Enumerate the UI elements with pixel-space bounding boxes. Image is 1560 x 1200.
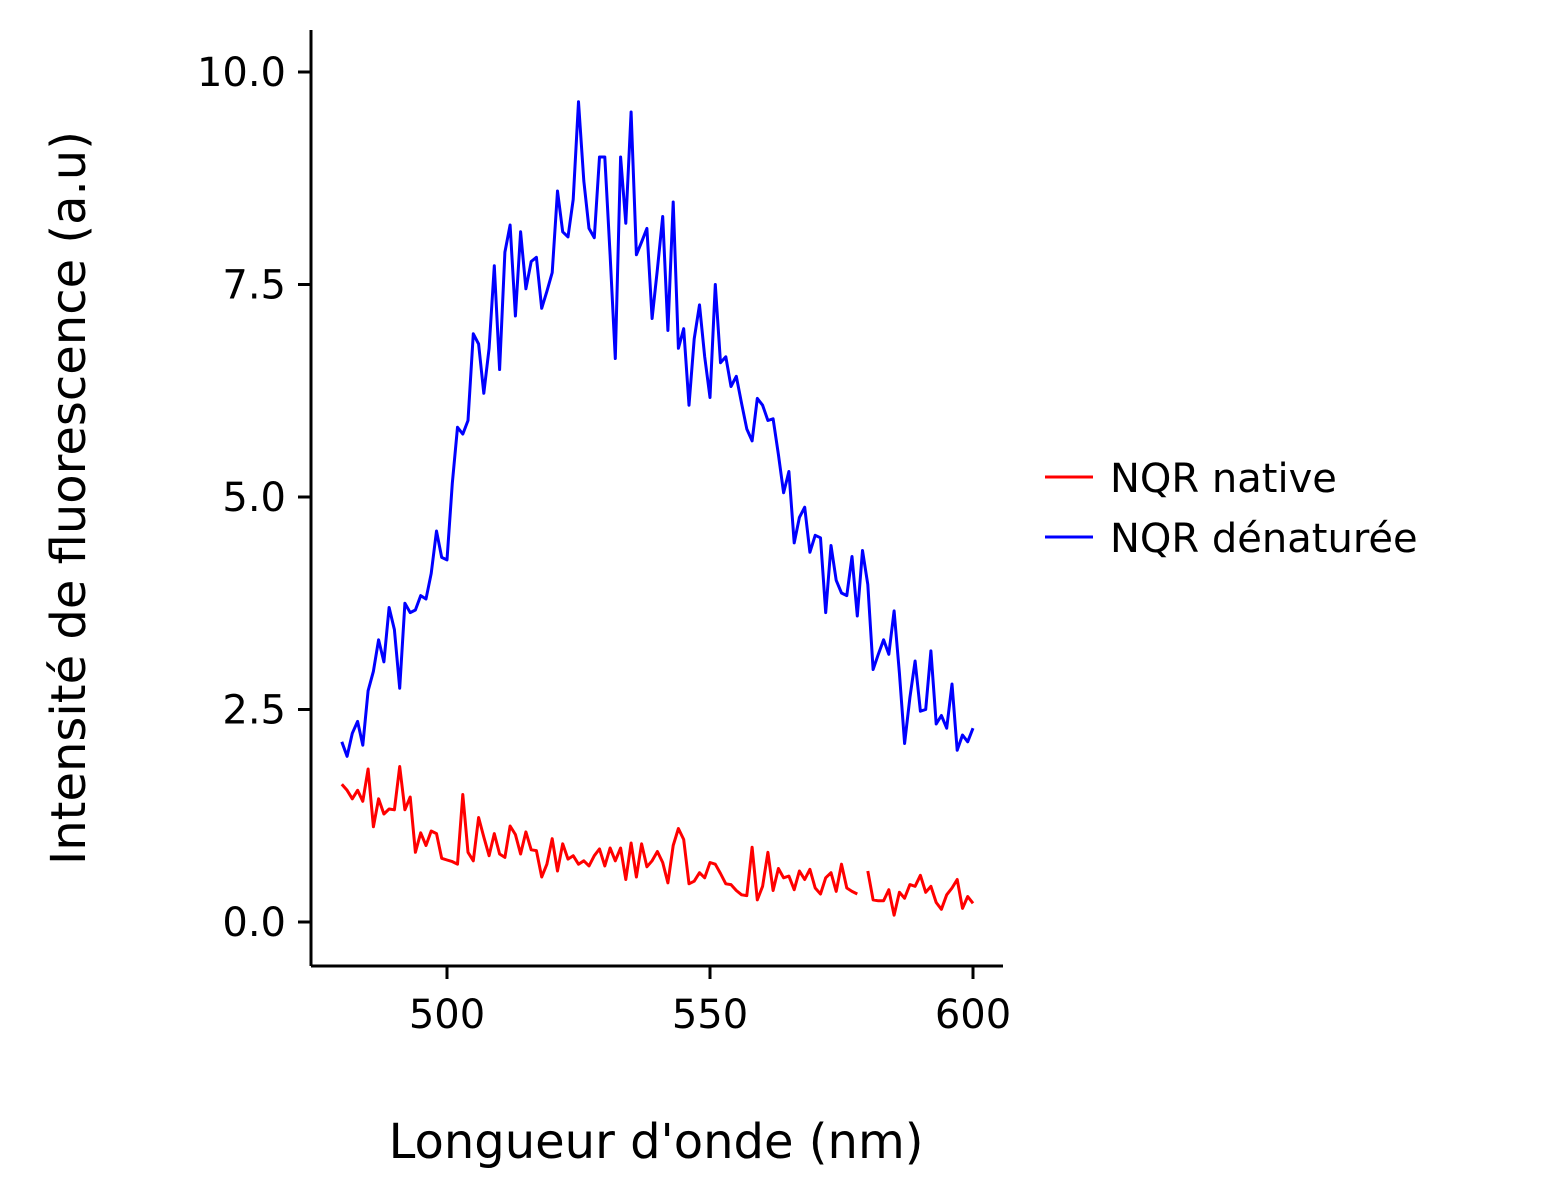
series-line-nqr-native <box>340 765 975 917</box>
y-tick-label: 7.5 <box>222 263 286 309</box>
y-tick-label: 5.0 <box>222 475 286 521</box>
x-tick-label: 550 <box>672 992 748 1038</box>
x-tick-label: 500 <box>409 992 485 1038</box>
y-tick-label: 0.0 <box>222 900 286 946</box>
y-axis-title: Intensité de fluorescence (a.u) <box>41 131 97 865</box>
x-axis-title: Longueur d'onde (nm) <box>389 1114 924 1170</box>
legend-label: NQR native <box>1110 456 1337 502</box>
y-tick-label: 10.0 <box>197 50 286 96</box>
series-line-nqr-denaturee <box>340 100 975 758</box>
legend-label: NQR dénaturée <box>1110 516 1418 562</box>
legend: NQR native NQR dénaturée <box>1045 456 1418 562</box>
x-ticks: 500 550 600 <box>409 966 1011 1038</box>
plot-lines <box>340 100 975 917</box>
y-tick-label: 2.5 <box>222 688 286 734</box>
axes <box>309 30 1003 968</box>
y-ticks: 0.0 2.5 5.0 7.5 10.0 <box>197 50 311 946</box>
x-tick-label: 600 <box>935 992 1011 1038</box>
